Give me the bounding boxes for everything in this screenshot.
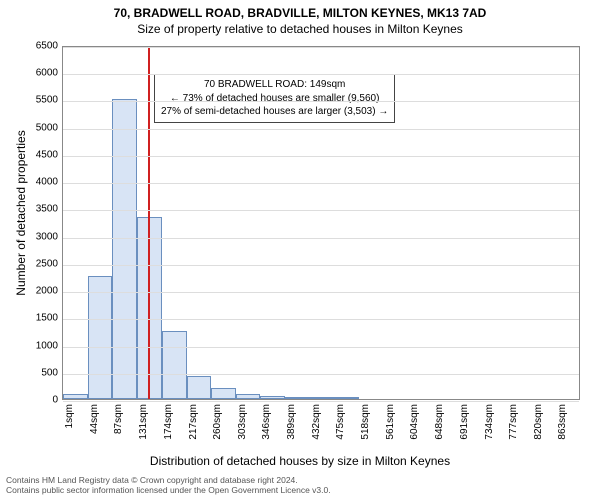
x-tick-label: 820sqm xyxy=(533,404,544,450)
histogram-bar xyxy=(137,217,162,399)
x-axis-label: Distribution of detached houses by size … xyxy=(0,454,600,468)
histogram-bar xyxy=(260,396,285,399)
x-tick-label: 217sqm xyxy=(188,404,199,450)
y-tick-label: 5500 xyxy=(18,95,58,106)
footer-line2: Contains public sector information licen… xyxy=(6,485,331,496)
histogram-bar xyxy=(310,397,335,399)
gridline xyxy=(63,292,579,293)
y-tick-label: 6500 xyxy=(18,41,58,52)
histogram-bar xyxy=(112,99,137,399)
x-tick-label: 260sqm xyxy=(212,404,223,450)
x-tick-label: 346sqm xyxy=(261,404,272,450)
gridline xyxy=(63,210,579,211)
x-tick-label: 691sqm xyxy=(459,404,470,450)
x-tick-label: 44sqm xyxy=(89,404,100,450)
x-tick-label: 863sqm xyxy=(557,404,568,450)
x-tick-label: 303sqm xyxy=(237,404,248,450)
histogram-bar xyxy=(63,394,88,399)
gridline xyxy=(63,374,579,375)
gridline xyxy=(63,265,579,266)
x-tick-label: 389sqm xyxy=(286,404,297,450)
annotation-line3: 27% of semi-detached houses are larger (… xyxy=(161,105,388,119)
gridline xyxy=(63,101,579,102)
x-tick-label: 131sqm xyxy=(138,404,149,450)
histogram-bar xyxy=(211,388,236,399)
gridline xyxy=(63,347,579,348)
annotation-line2: ← 73% of detached houses are smaller (9,… xyxy=(161,92,388,106)
x-tick-label: 1sqm xyxy=(64,404,75,450)
histogram-bar xyxy=(236,394,261,399)
gridline xyxy=(63,129,579,130)
gridline xyxy=(63,74,579,75)
y-tick-label: 500 xyxy=(18,367,58,378)
chart-subtitle: Size of property relative to detached ho… xyxy=(0,20,600,36)
x-tick-label: 87sqm xyxy=(113,404,124,450)
plot-area: 70 BRADWELL ROAD: 149sqm ← 73% of detach… xyxy=(62,46,580,400)
gridline xyxy=(63,47,579,48)
y-tick-label: 2000 xyxy=(18,286,58,297)
y-tick-label: 1500 xyxy=(18,313,58,324)
y-tick-label: 3500 xyxy=(18,204,58,215)
x-tick-label: 734sqm xyxy=(484,404,495,450)
gridline xyxy=(63,238,579,239)
histogram-bar xyxy=(187,376,212,399)
gridline xyxy=(63,401,579,402)
annotation-box: 70 BRADWELL ROAD: 149sqm ← 73% of detach… xyxy=(154,74,395,123)
histogram-bar xyxy=(285,397,310,399)
annotation-line1: 70 BRADWELL ROAD: 149sqm xyxy=(161,78,388,92)
y-tick-label: 2500 xyxy=(18,258,58,269)
y-tick-label: 1000 xyxy=(18,340,58,351)
y-tick-label: 6000 xyxy=(18,68,58,79)
histogram-bar xyxy=(88,276,113,399)
histogram-bar xyxy=(334,397,359,399)
chart-title-address: 70, BRADWELL ROAD, BRADVILLE, MILTON KEY… xyxy=(0,0,600,20)
x-tick-label: 561sqm xyxy=(385,404,396,450)
x-tick-label: 648sqm xyxy=(434,404,445,450)
footer-line1: Contains HM Land Registry data © Crown c… xyxy=(6,475,331,486)
x-tick-label: 604sqm xyxy=(409,404,420,450)
gridline xyxy=(63,156,579,157)
y-tick-label: 4000 xyxy=(18,177,58,188)
y-tick-label: 3000 xyxy=(18,231,58,242)
x-tick-label: 432sqm xyxy=(311,404,322,450)
x-tick-label: 174sqm xyxy=(163,404,174,450)
copyright-footer: Contains HM Land Registry data © Crown c… xyxy=(6,475,331,496)
x-tick-label: 777sqm xyxy=(508,404,519,450)
y-tick-label: 4500 xyxy=(18,149,58,160)
gridline xyxy=(63,183,579,184)
histogram-bar xyxy=(162,331,187,399)
y-tick-label: 0 xyxy=(18,395,58,406)
gridline xyxy=(63,319,579,320)
x-tick-label: 475sqm xyxy=(335,404,346,450)
x-tick-label: 518sqm xyxy=(360,404,371,450)
y-tick-label: 5000 xyxy=(18,122,58,133)
